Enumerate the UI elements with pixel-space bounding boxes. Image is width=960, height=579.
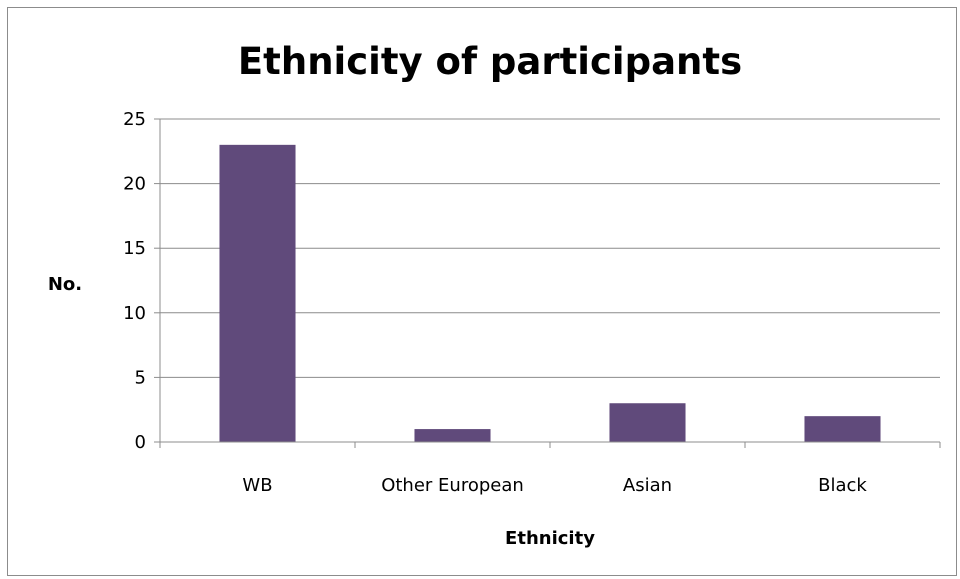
bar-black xyxy=(804,416,881,442)
y-tick-label-10: 10 xyxy=(123,303,146,324)
x-tick-label-black: Black xyxy=(818,475,867,496)
y-axis-title: No. xyxy=(48,274,82,295)
bar-asian xyxy=(609,403,686,442)
y-tick-label-20: 20 xyxy=(123,174,146,195)
x-tick-labels: WB Other European Asian Black xyxy=(159,442,941,496)
chart-title: Ethnicity of participants xyxy=(238,40,742,83)
x-tick-label-wb: WB xyxy=(242,475,272,496)
y-tick-label-15: 15 xyxy=(123,238,146,259)
bar-other-european xyxy=(414,429,491,442)
x-axis-title: Ethnicity xyxy=(505,528,595,549)
x-tick-label-other-european: Other European xyxy=(381,475,524,496)
y-tick-label-0: 0 xyxy=(135,432,146,453)
bar-wb xyxy=(219,144,296,442)
chart-frame xyxy=(7,7,957,576)
y-tick-labels: 0 5 10 15 20 25 xyxy=(123,109,160,453)
x-tick-label-asian: Asian xyxy=(623,475,672,496)
y-tick-label-5: 5 xyxy=(135,367,146,388)
bars xyxy=(219,144,881,442)
y-tick-label-25: 25 xyxy=(123,109,146,130)
